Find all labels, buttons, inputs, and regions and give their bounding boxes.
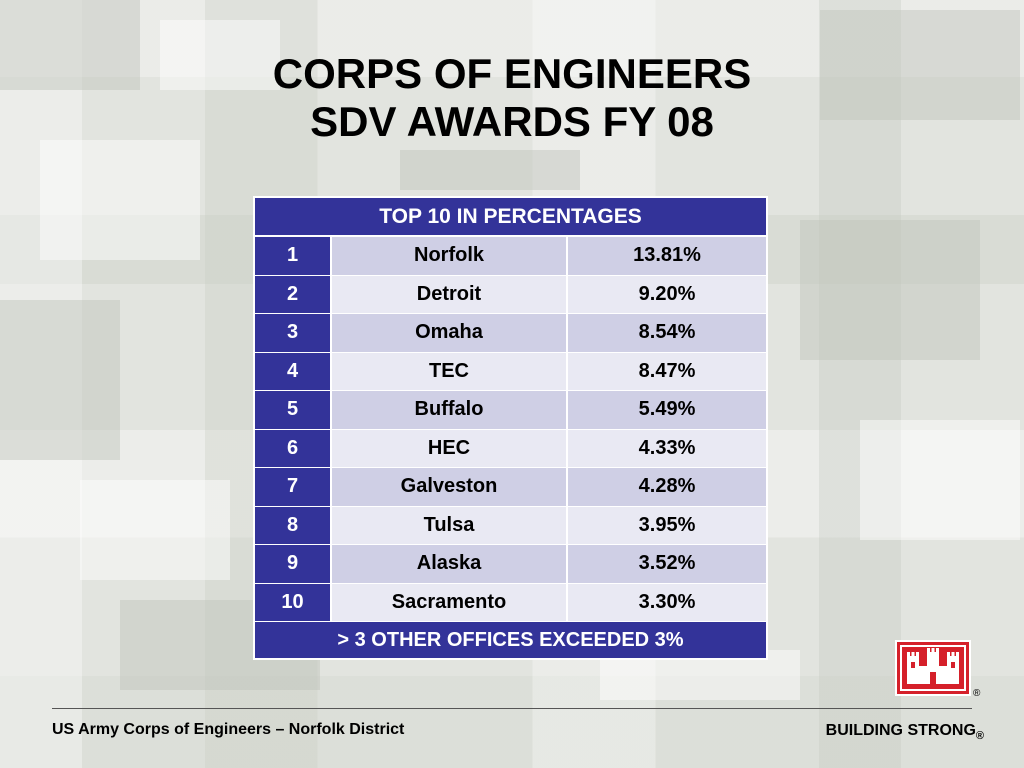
table-row: 1 Norfolk 13.81% (255, 237, 766, 276)
office-cell: Detroit (332, 275, 568, 313)
percent-cell: 3.52% (568, 545, 766, 583)
title-line-1: CORPS OF ENGINEERS (272, 50, 752, 97)
percent-cell: 5.49% (568, 391, 766, 429)
office-cell: TEC (332, 352, 568, 390)
table-row: 5 Buffalo 5.49% (255, 391, 766, 430)
rank-cell: 10 (255, 583, 332, 621)
table-header: TOP 10 IN PERCENTAGES (255, 198, 766, 237)
castle-icon (900, 645, 966, 691)
percent-cell: 9.20% (568, 275, 766, 313)
office-cell: Buffalo (332, 391, 568, 429)
office-cell: Galveston (332, 468, 568, 506)
rank-cell: 7 (255, 468, 332, 506)
table-footer: > 3 OTHER OFFICES EXCEEDED 3% (255, 622, 766, 658)
office-cell: Norfolk (332, 237, 568, 275)
rank-cell: 5 (255, 391, 332, 429)
rank-cell: 1 (255, 237, 332, 275)
table-row: 4 TEC 8.47% (255, 352, 766, 391)
table-body: 1 Norfolk 13.81% 2 Detroit 9.20% 3 Omaha 8.54% 4 T… (255, 237, 766, 622)
footer-rule (52, 708, 972, 709)
percent-cell: 13.81% (568, 237, 766, 275)
logo-registered-mark: ® (973, 688, 981, 699)
rank-cell: 6 (255, 429, 332, 467)
table-row: 6 HEC 4.33% (255, 429, 766, 468)
castle-logo (895, 640, 971, 696)
rank-cell: 2 (255, 275, 332, 313)
rankings-table: TOP 10 IN PERCENTAGES 1 Norfolk 13.81% 2 Det… (253, 196, 768, 660)
percent-cell: 3.30% (568, 583, 766, 621)
rank-cell: 3 (255, 314, 332, 352)
footer-district: US Army Corps of Engineers – Norfolk Dis… (52, 721, 405, 738)
rank-cell: 8 (255, 506, 332, 544)
rank-cell: 9 (255, 545, 332, 583)
footer-slogan: BUILDING STRONG® (826, 722, 984, 742)
office-cell: Tulsa (332, 506, 568, 544)
percent-cell: 3.95% (568, 506, 766, 544)
rank-cell: 4 (255, 352, 332, 390)
table-row: 3 Omaha 8.54% (255, 314, 766, 353)
table-row: 7 Galveston 4.28% (255, 468, 766, 507)
table-row: 8 Tulsa 3.95% (255, 506, 766, 545)
slide-title: CORPS OF ENGINEERS SDV AWARDS FY 08 (0, 50, 1024, 146)
title-line-2: SDV AWARDS FY 08 (310, 98, 714, 145)
office-cell: Sacramento (332, 583, 568, 621)
slogan-text: BUILDING STRONG (825, 722, 976, 739)
table-row: 9 Alaska 3.52% (255, 545, 766, 584)
percent-cell: 8.47% (568, 352, 766, 390)
office-cell: HEC (332, 429, 568, 467)
office-cell: Alaska (332, 545, 568, 583)
percent-cell: 4.33% (568, 429, 766, 467)
slogan-registered-mark: ® (975, 730, 984, 743)
table-row: 2 Detroit 9.20% (255, 275, 766, 314)
table-row: 10 Sacramento 3.30% (255, 583, 766, 622)
percent-cell: 8.54% (568, 314, 766, 352)
office-cell: Omaha (332, 314, 568, 352)
percent-cell: 4.28% (568, 468, 766, 506)
